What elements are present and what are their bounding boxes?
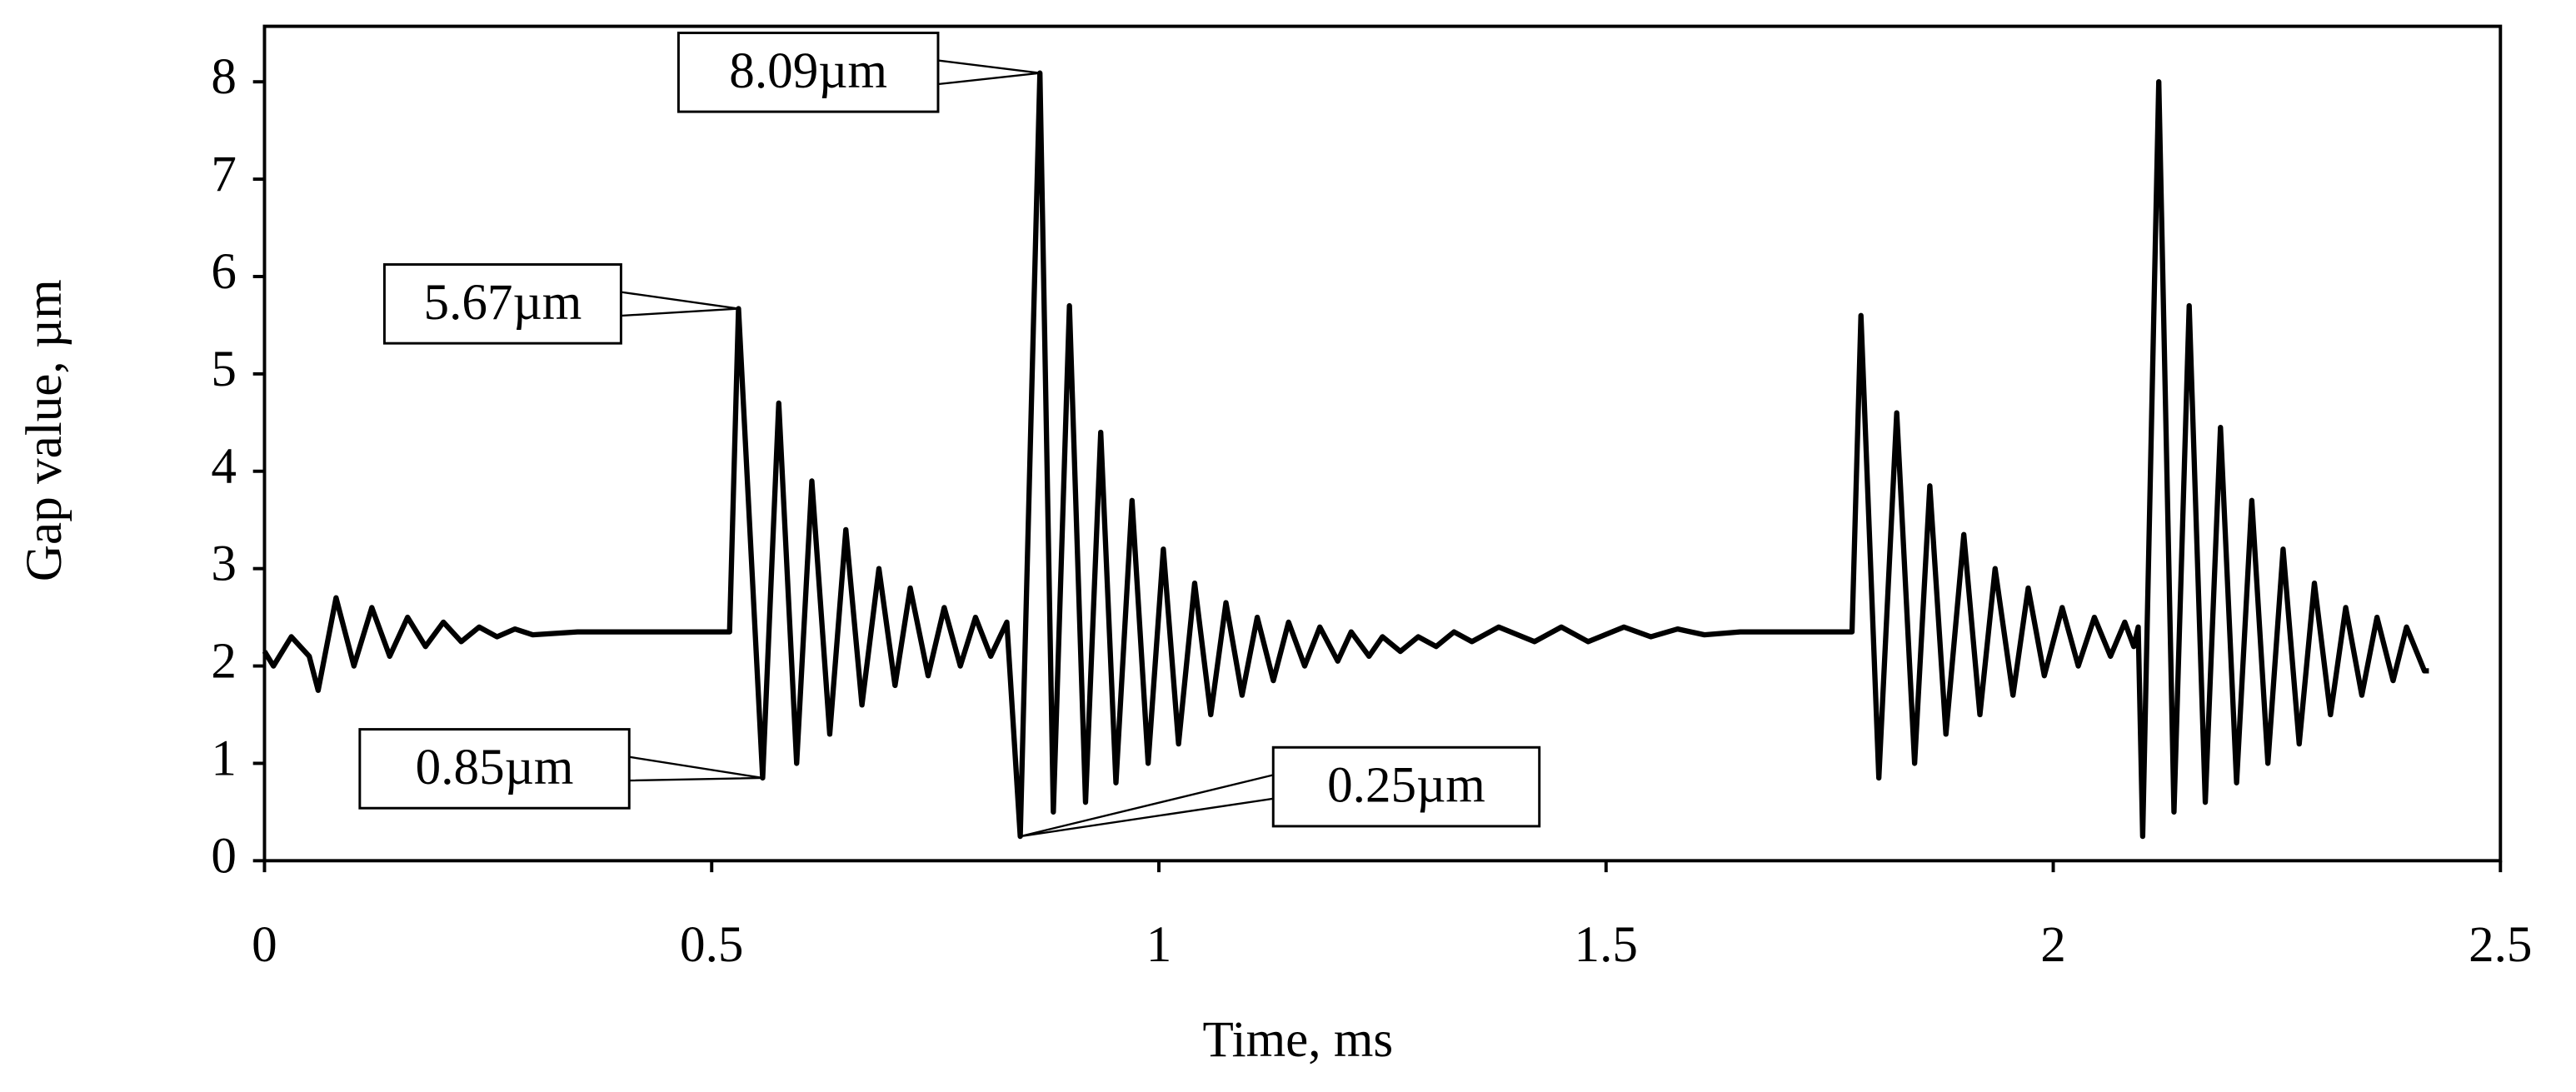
callout-leader [628,755,763,782]
callout-label: 0.85µm [416,740,574,795]
callout-leader [936,59,1041,86]
y-axis-title: Gap value, µm [17,279,72,581]
callout-box [1271,745,1541,828]
y-tick-label: 5 [211,342,237,397]
y-tick-label: 6 [211,244,237,300]
y-tick-label: 7 [211,147,237,202]
callout-box [358,728,631,810]
callout-leader [1020,773,1275,838]
callout-label: 0.25µm [1327,758,1485,814]
callout-box [676,31,940,113]
y-tick-label: 2 [211,634,237,690]
y-tick-label: 3 [211,536,237,592]
callout-leader [620,291,739,317]
callout-label: 5.67µm [424,275,582,331]
x-tick-label: 2.5 [2469,917,2532,973]
x-tick-label: 0.5 [680,917,743,973]
y-tick-label: 4 [211,439,237,495]
y-tick-label: 8 [211,49,237,105]
callout-label: 8.09µm [729,43,887,99]
x-axis-title: Time, ms [1202,1012,1393,1068]
x-tick-label: 1 [1146,917,1172,973]
plot-frame [262,24,2503,863]
y-tick-label: 0 [211,828,237,884]
callout-box [382,263,622,345]
data-line [262,70,2429,840]
x-tick-label: 0 [252,917,277,973]
x-tick-label: 1.5 [1575,917,1638,973]
x-tick-label: 2 [2040,917,2066,973]
y-tick-label: 1 [211,730,237,786]
